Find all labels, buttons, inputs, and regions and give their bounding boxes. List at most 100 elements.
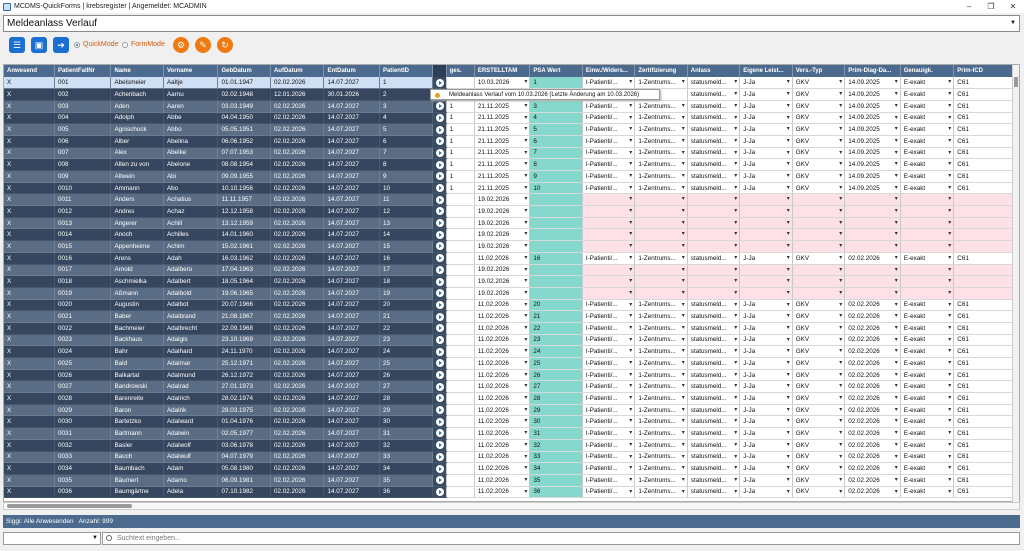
cell-zert[interactable] — [634, 240, 688, 253]
cell-erst[interactable]: 19.02.2026 — [474, 287, 531, 300]
cell-erst[interactable]: 21.11.2025 — [474, 170, 531, 183]
cell-anlass[interactable]: statusmeld... — [687, 147, 741, 160]
cell-eig[interactable]: J-Ja — [739, 369, 793, 382]
cell-gen[interactable] — [900, 264, 955, 277]
cell-einw[interactable]: I-Patienti/... — [582, 392, 636, 405]
cell-zert[interactable]: 1-Zentrums... — [634, 357, 688, 370]
column-header[interactable]: GebDatum — [217, 65, 271, 77]
table-row[interactable]: X 0022 Bachmeier Adalbrecht 22.09.1968 02.02.… — [4, 322, 1016, 335]
cell-erst[interactable]: 11.02.2026 — [474, 322, 531, 335]
cell-psa[interactable]: 10 — [529, 182, 583, 195]
cell-anlass[interactable]: statusmeld... — [687, 415, 741, 429]
cell-eig[interactable]: J-Ja — [739, 345, 793, 358]
cell-gen[interactable]: E-exakt — [900, 112, 955, 125]
cell-zert[interactable]: 1-Zentrums... — [634, 147, 688, 160]
cell-eig[interactable]: J-Ja — [739, 252, 793, 265]
cell-prim[interactable]: 02.02.2026 — [844, 310, 901, 323]
cell-vers[interactable]: GKV — [792, 182, 846, 195]
play-icon[interactable] — [435, 335, 444, 344]
cell-eig[interactable]: J-Ja — [739, 135, 793, 148]
cell-einw[interactable]: I-Patienti/... — [582, 345, 636, 358]
cell-erst[interactable]: 11.02.2026 — [474, 334, 531, 347]
table-row[interactable]: X 0023 Backhaus Adalgis 23.10.1969 02.02.2026… — [4, 334, 1016, 347]
cell-vers[interactable]: GKV — [792, 88, 846, 101]
cell-anlass[interactable]: statusmeld... — [687, 334, 741, 347]
cell-gen[interactable]: E-exakt — [900, 462, 955, 475]
play-icon[interactable] — [435, 382, 444, 391]
play-icon[interactable] — [435, 417, 444, 426]
formmode-radio[interactable] — [122, 42, 128, 48]
cell-zert[interactable] — [634, 275, 688, 288]
cell-prim[interactable] — [844, 193, 901, 207]
cell-prim[interactable]: 14.09.2025 — [844, 77, 901, 90]
cell-psa[interactable]: 25 — [529, 357, 583, 370]
column-header[interactable]: Prim-ICD — [953, 65, 1016, 77]
cell-gen[interactable]: E-exakt — [900, 345, 955, 358]
cell-eig[interactable]: J-Ja — [739, 158, 793, 171]
cell-eig[interactable]: J-Ja — [739, 451, 793, 464]
cell-einw[interactable]: I-Patienti/... — [582, 299, 636, 312]
cell-erst[interactable]: 11.02.2026 — [474, 474, 531, 487]
cell-einw[interactable]: I-Patienti/... — [582, 439, 636, 452]
cell-gen[interactable]: E-exakt — [900, 77, 955, 90]
cell-erst[interactable]: 11.02.2026 — [474, 451, 531, 464]
cell-einw[interactable]: I-Patienti/... — [582, 415, 636, 429]
table-row[interactable]: X 009 Altwein Abi 09.09.1955 02.02.2026 14.07.… — [4, 170, 1016, 183]
cell-anlass[interactable]: statusmeld... — [687, 252, 741, 265]
cell-vers[interactable]: GKV — [792, 427, 846, 440]
cell-einw[interactable]: I-Patienti/... — [582, 380, 636, 394]
cell-prim[interactable]: 14.09.2025 — [844, 88, 901, 101]
cell-vers[interactable]: GKV — [792, 357, 846, 370]
horizontal-scroll-thumb[interactable] — [7, 504, 132, 508]
table-row[interactable]: X 0012 Andres Achaz 12.12.1958 02.02.2026 14.0… — [4, 205, 1016, 218]
cell-vers[interactable]: GKV — [792, 147, 846, 160]
cell-erst[interactable]: 21.11.2025 — [474, 147, 531, 160]
cell-psa[interactable]: 28 — [529, 392, 583, 405]
cell-zert[interactable]: 1-Zentrums... — [634, 334, 688, 347]
table-row[interactable]: X 003 Aden Aaren 03.03.1949 02.02.2026 14.07.2… — [4, 100, 1016, 113]
play-icon[interactable] — [435, 441, 444, 450]
horizontal-scrollbar[interactable] — [3, 502, 1020, 510]
column-header[interactable]: PatientFallNr — [54, 65, 112, 77]
play-icon[interactable] — [435, 394, 444, 403]
column-header[interactable]: Vers.-Typ — [792, 65, 846, 77]
cell-gen[interactable]: E-exakt — [900, 427, 955, 440]
cell-anlass[interactable]: statusmeld... — [687, 357, 741, 370]
cell-anlass[interactable]: statusmeld... — [687, 462, 741, 475]
play-icon[interactable] — [435, 254, 444, 263]
play-icon[interactable] — [435, 476, 444, 485]
cell-einw[interactable]: I-Patienti/... — [582, 451, 636, 464]
cell-erst[interactable]: 21.11.2025 — [474, 112, 531, 125]
column-header[interactable]: AufDatum — [270, 65, 325, 77]
cell-anlass[interactable]: statusmeld... — [687, 486, 741, 499]
cell-eig[interactable] — [739, 228, 793, 242]
play-icon[interactable] — [435, 464, 444, 473]
cell-einw[interactable]: I-Patienti/... — [582, 322, 636, 335]
cell-eig[interactable]: J-Ja — [739, 427, 793, 440]
cell-psa[interactable] — [529, 217, 583, 230]
cell-psa[interactable]: 6 — [529, 135, 583, 148]
cell-anlass[interactable]: statusmeld... — [687, 158, 741, 171]
cell-erst[interactable]: 19.02.2026 — [474, 205, 531, 218]
cell-psa[interactable]: 20 — [529, 299, 583, 312]
cell-gen[interactable] — [900, 240, 955, 253]
cell-gen[interactable]: E-exakt — [900, 310, 955, 323]
cell-vers[interactable]: GKV — [792, 380, 846, 394]
cell-zert[interactable]: 1-Zentrums... — [634, 77, 688, 90]
cell-eig[interactable]: J-Ja — [739, 182, 793, 195]
cell-einw[interactable]: I-Patienti/... — [582, 112, 636, 125]
cell-zert[interactable]: 1-Zentrums... — [634, 462, 688, 475]
cell-prim[interactable]: 02.02.2026 — [844, 380, 901, 394]
cell-erst[interactable]: 19.02.2026 — [474, 228, 531, 242]
cell-prim[interactable] — [844, 275, 901, 288]
cell-prim[interactable]: 14.09.2025 — [844, 123, 901, 136]
cell-vers[interactable]: GKV — [792, 158, 846, 171]
refresh-icon[interactable]: ↻ — [217, 37, 233, 53]
cell-erst[interactable]: 11.02.2026 — [474, 486, 531, 499]
cell-anlass[interactable] — [687, 287, 741, 300]
table-row[interactable]: X 0027 Bandrowski Adalrad 27.01.1973 02.02.20… — [4, 380, 1016, 394]
cell-zert[interactable]: 1-Zentrums... — [634, 158, 688, 171]
cell-erst[interactable]: 11.02.2026 — [474, 345, 531, 358]
table-row[interactable]: X 0028 Barenreite Adalrich 28.02.1974 02.02.2… — [4, 392, 1016, 405]
cell-eig[interactable]: J-Ja — [739, 357, 793, 370]
